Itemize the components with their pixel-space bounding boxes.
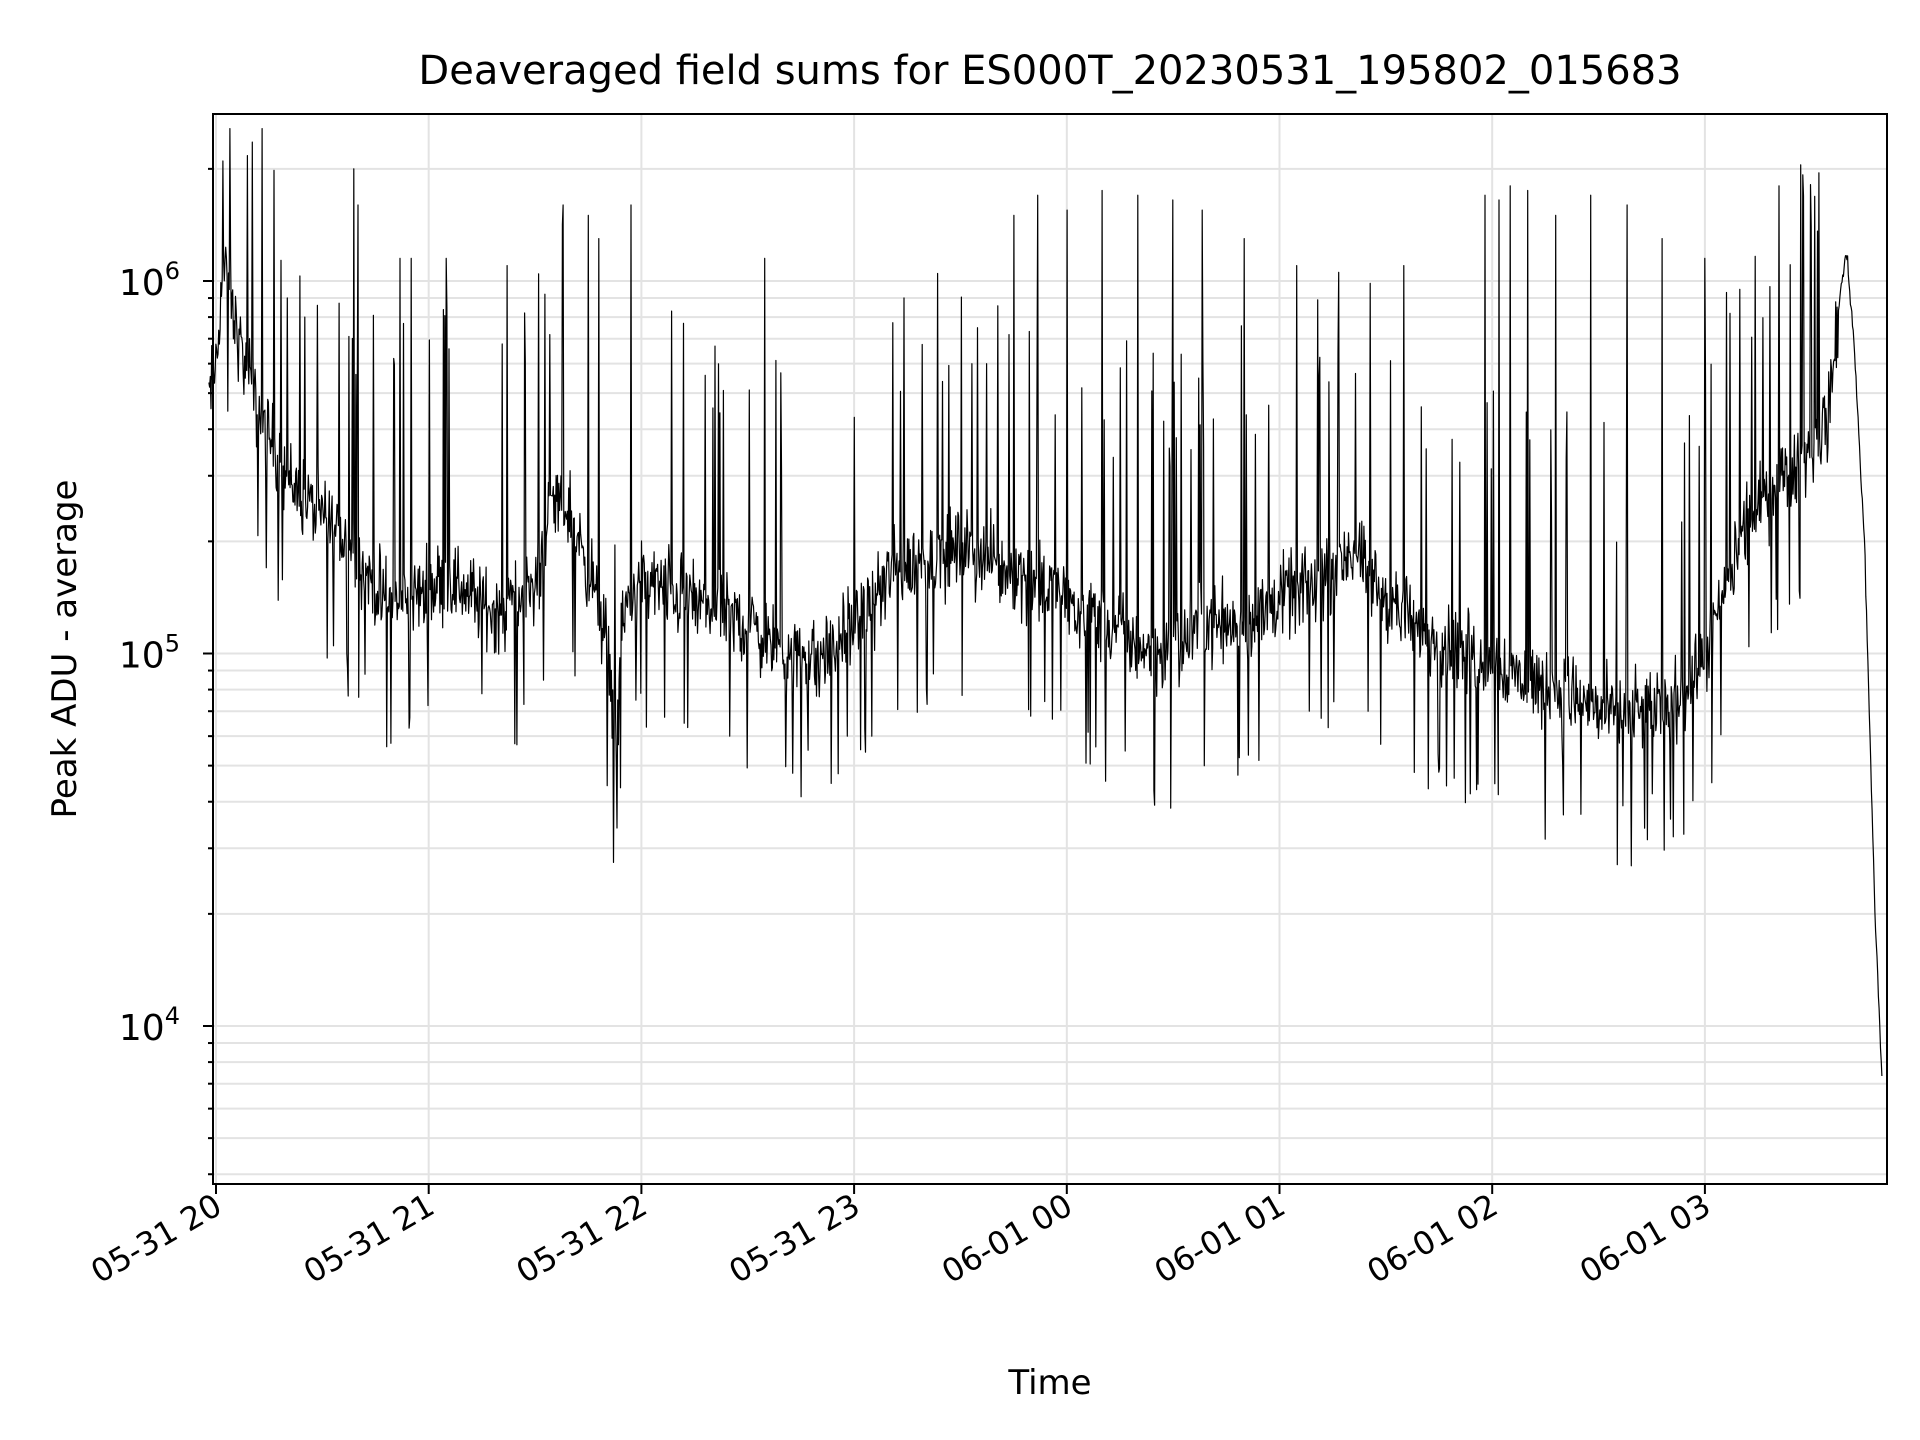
x-axis-label: Time bbox=[1007, 1363, 1091, 1403]
y-tick-base: 10 bbox=[119, 263, 165, 304]
y-tick-exponent: 4 bbox=[165, 1002, 180, 1030]
series-layer bbox=[208, 128, 1883, 1077]
y-tick-label: 104 bbox=[119, 1002, 180, 1049]
y-tick-exponent: 6 bbox=[165, 257, 180, 285]
series-line bbox=[208, 128, 1883, 1077]
plot-frame bbox=[212, 113, 1888, 1185]
y-tick-base: 10 bbox=[119, 636, 165, 677]
y-tick-exponent: 5 bbox=[165, 630, 180, 658]
chart-title: Deaveraged field sums for ES000T_2023053… bbox=[418, 48, 1681, 94]
y-tick-base: 10 bbox=[119, 1008, 165, 1049]
grid bbox=[213, 114, 1887, 1184]
y-tick-label: 105 bbox=[119, 630, 180, 677]
y-tick-label: 106 bbox=[119, 257, 180, 304]
y-axis-label: Peak ADU - average bbox=[45, 480, 85, 819]
